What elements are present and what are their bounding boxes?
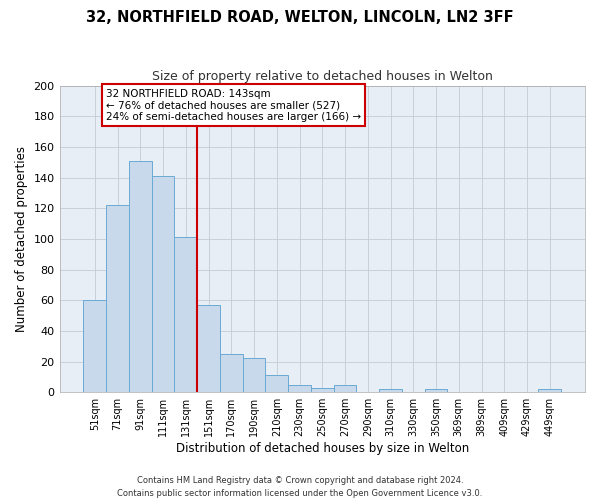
Bar xyxy=(129,160,152,392)
Bar xyxy=(334,384,356,392)
Text: 32, NORTHFIELD ROAD, WELTON, LINCOLN, LN2 3FF: 32, NORTHFIELD ROAD, WELTON, LINCOLN, LN… xyxy=(86,10,514,25)
Bar xyxy=(242,358,265,392)
Bar xyxy=(175,238,197,392)
Bar xyxy=(220,354,242,392)
Text: Contains HM Land Registry data © Crown copyright and database right 2024.: Contains HM Land Registry data © Crown c… xyxy=(137,476,463,485)
Bar xyxy=(83,300,106,392)
Bar xyxy=(311,388,334,392)
Bar xyxy=(379,389,402,392)
Bar xyxy=(152,176,175,392)
Bar xyxy=(265,376,288,392)
Text: 32 NORTHFIELD ROAD: 143sqm
← 76% of detached houses are smaller (527)
24% of sem: 32 NORTHFIELD ROAD: 143sqm ← 76% of deta… xyxy=(106,88,361,122)
Y-axis label: Number of detached properties: Number of detached properties xyxy=(15,146,28,332)
Title: Size of property relative to detached houses in Welton: Size of property relative to detached ho… xyxy=(152,70,493,83)
X-axis label: Distribution of detached houses by size in Welton: Distribution of detached houses by size … xyxy=(176,442,469,455)
Bar xyxy=(197,305,220,392)
Bar xyxy=(106,205,129,392)
Bar xyxy=(288,384,311,392)
Text: Contains public sector information licensed under the Open Government Licence v3: Contains public sector information licen… xyxy=(118,488,482,498)
Bar xyxy=(538,389,561,392)
Bar xyxy=(425,389,448,392)
